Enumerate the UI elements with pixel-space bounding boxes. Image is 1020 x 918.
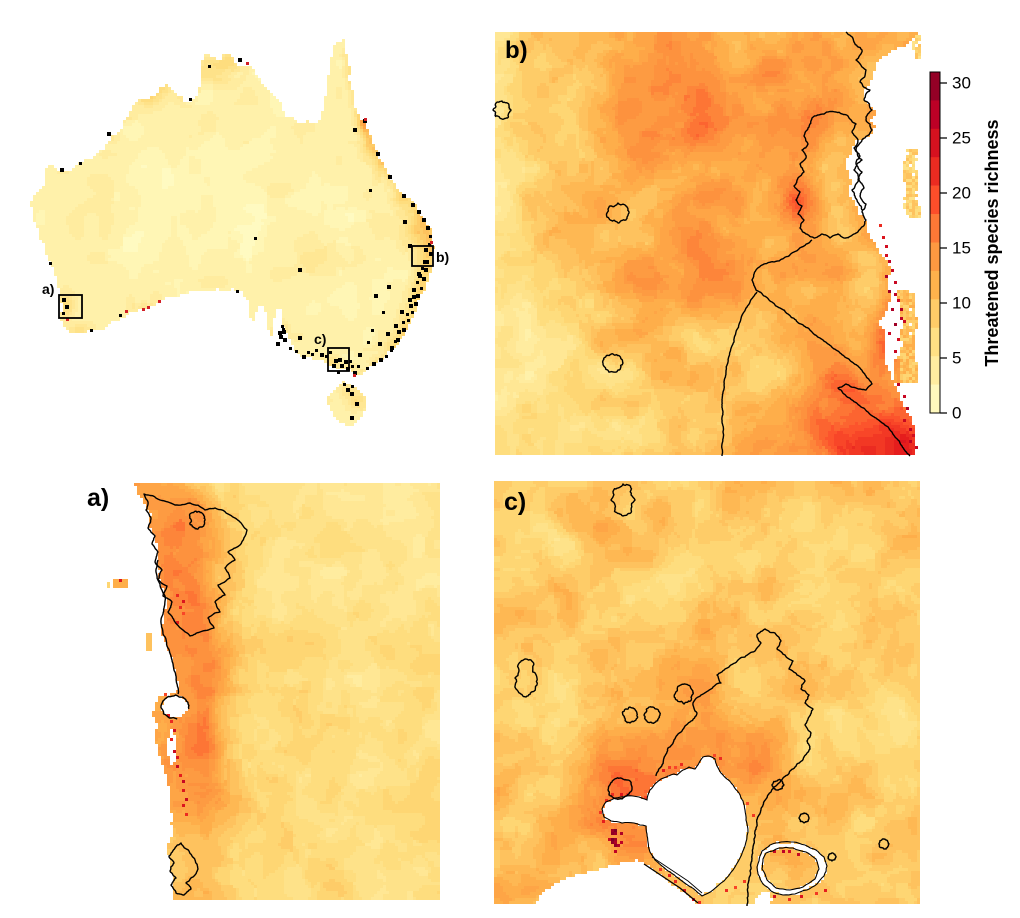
svg-text:10: 10 [952, 294, 971, 313]
svg-text:25: 25 [952, 129, 971, 148]
svg-text:Threatened species richness: Threatened species richness [982, 119, 1002, 366]
svg-text:b): b) [436, 249, 449, 265]
svg-text:a): a) [42, 281, 54, 297]
svg-text:15: 15 [952, 239, 971, 258]
svg-text:b): b) [505, 37, 528, 64]
svg-text:c): c) [314, 331, 326, 347]
svg-text:c): c) [504, 488, 526, 516]
svg-text:30: 30 [952, 74, 971, 93]
svg-text:20: 20 [952, 184, 971, 203]
svg-text:0: 0 [952, 404, 961, 423]
svg-text:a): a) [87, 484, 109, 512]
svg-text:5: 5 [952, 349, 961, 368]
